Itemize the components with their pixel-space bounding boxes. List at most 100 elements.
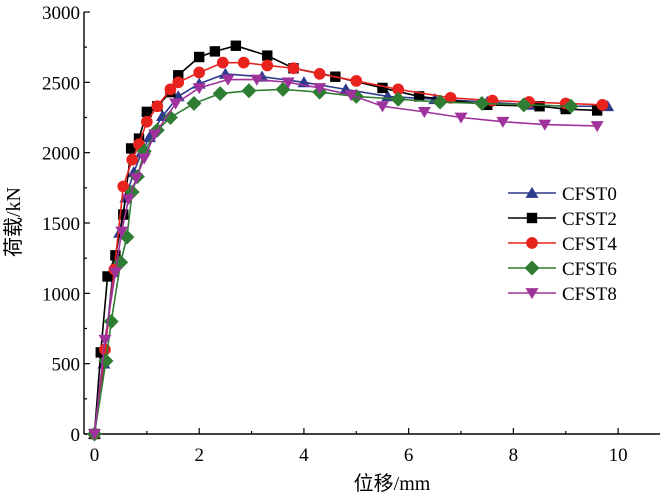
data-point — [108, 267, 122, 279]
data-point — [209, 46, 221, 57]
legend-label: CFST2 — [562, 209, 617, 230]
legend-item: CFST8 — [508, 284, 617, 305]
data-point — [516, 97, 532, 113]
legend-label: CFST6 — [562, 259, 617, 280]
data-point — [237, 56, 250, 69]
data-point — [148, 129, 162, 141]
data-point — [344, 90, 358, 102]
data-point — [241, 83, 257, 99]
legend-marker — [526, 237, 538, 249]
data-point — [392, 83, 405, 96]
data-point — [118, 209, 129, 220]
data-point — [375, 101, 389, 113]
y-axis-title: 荷载/kN — [2, 187, 25, 257]
data-point — [390, 91, 406, 107]
legend-marker — [524, 260, 540, 276]
data-point — [216, 56, 229, 69]
data-point — [230, 40, 242, 51]
data-point — [413, 91, 425, 102]
data-point — [496, 116, 510, 128]
series-cfst6 — [86, 81, 579, 442]
data-point — [169, 98, 183, 110]
data-point — [164, 83, 177, 96]
x-tick-label: 4 — [299, 445, 309, 466]
data-point — [125, 143, 137, 154]
data-point — [173, 70, 184, 81]
data-point — [250, 74, 264, 86]
y-tick-label: 2500 — [42, 73, 80, 94]
data-point — [474, 95, 490, 111]
data-point — [596, 98, 609, 111]
data-point — [454, 112, 468, 124]
data-point — [281, 77, 295, 89]
series-cfst4 — [88, 56, 609, 440]
data-point — [141, 106, 153, 118]
data-point — [172, 76, 185, 89]
data-point — [221, 74, 235, 86]
legend: CFST0 CFST2 CFST4 CFST6 CFST8 — [508, 184, 617, 305]
data-point — [444, 91, 457, 104]
legend-item: CFST2 — [508, 209, 617, 230]
legend-item: CFST4 — [508, 234, 617, 255]
series-line — [93, 78, 598, 435]
x-tick-label: 2 — [194, 445, 204, 466]
data-point — [126, 153, 139, 166]
data-point — [102, 271, 113, 282]
data-point — [137, 153, 151, 165]
data-point — [377, 82, 388, 94]
x-tick-label: 10 — [609, 445, 628, 466]
data-point — [162, 110, 178, 125]
series-layer — [86, 40, 615, 442]
data-point — [287, 62, 300, 75]
data-point — [591, 105, 603, 116]
data-point — [151, 100, 164, 113]
legend-label: CFST0 — [562, 184, 617, 205]
y-ticks: 0 500 1000 1500 2000 2500 3000 — [42, 3, 90, 446]
data-point — [122, 194, 136, 206]
data-point — [140, 115, 153, 128]
series-line — [93, 73, 608, 435]
y-tick-label: 1500 — [42, 214, 80, 235]
data-point — [212, 86, 228, 102]
legend-marker — [525, 288, 539, 300]
legend-marker — [525, 186, 539, 198]
legend-label: CFST4 — [562, 234, 617, 255]
data-point — [417, 106, 431, 119]
data-point — [124, 184, 140, 200]
x-tick-label: 8 — [509, 445, 519, 466]
y-tick-label: 1000 — [42, 284, 80, 305]
legend-item: CFST0 — [508, 184, 617, 205]
data-point — [262, 50, 273, 61]
y-tick-label: 0 — [71, 425, 81, 446]
data-point — [534, 101, 545, 112]
y-tick-label: 3000 — [42, 3, 80, 24]
data-point — [129, 173, 143, 185]
data-point — [313, 68, 326, 80]
x-axis-title: 位移/mm — [354, 472, 431, 495]
y-tick-label: 500 — [52, 355, 81, 376]
data-point — [103, 313, 119, 329]
data-point — [87, 429, 101, 441]
y-tick-label: 2000 — [42, 144, 80, 165]
series-line — [93, 88, 572, 435]
data-point — [115, 226, 129, 238]
data-point — [313, 83, 327, 95]
series-cfst8 — [87, 74, 604, 441]
x-ticks: 0 2 4 6 8 10 — [90, 428, 628, 466]
data-point — [432, 94, 448, 110]
data-point — [193, 66, 206, 79]
x-tick-label: 0 — [90, 445, 100, 466]
legend-label: CFST8 — [562, 284, 617, 305]
legend-item: CFST6 — [508, 259, 617, 280]
data-point — [98, 334, 112, 346]
data-point — [350, 75, 363, 87]
data-point — [117, 180, 130, 193]
data-point — [192, 83, 206, 95]
data-point — [563, 98, 579, 114]
legend-marker — [526, 212, 538, 224]
data-point — [261, 59, 274, 72]
data-point — [590, 121, 604, 133]
data-point — [194, 51, 205, 63]
x-tick-label: 6 — [404, 445, 414, 466]
